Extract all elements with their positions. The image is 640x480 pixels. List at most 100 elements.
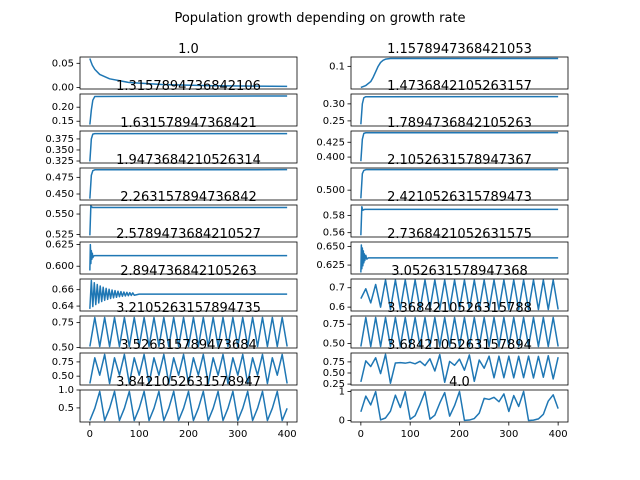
axes-frame: [350, 278, 569, 312]
subplot-title: 2.1052631578947367: [387, 153, 532, 168]
axes-frame: [79, 130, 298, 164]
figure-title: Population growth depending on growth ra…: [174, 11, 465, 26]
data-line: [360, 168, 559, 199]
subplot-title: 1.631578947368421: [120, 116, 256, 131]
data-line: [360, 205, 559, 236]
y-tick-label: 0.25: [323, 116, 345, 127]
x-tick-label: 200: [450, 429, 469, 440]
y-tick-label: 0.425: [316, 137, 345, 148]
y-tick-label: 0.30: [323, 99, 345, 110]
data-line: [89, 390, 288, 422]
data-line: [89, 205, 288, 236]
subplot-title: 2.894736842105263: [120, 264, 256, 279]
y-tick-label: 0.50: [323, 338, 345, 349]
x-tick-label: 300: [499, 429, 518, 440]
subplot-title: 3.526315789473684: [120, 338, 256, 353]
subplot-title: 4.0: [449, 375, 470, 390]
subplot-title: 2.263157894736842: [120, 190, 256, 205]
y-tick-label: 0.350: [45, 145, 74, 156]
axes-frame: [350, 167, 569, 201]
subplot-title: 3.052631578947368: [391, 264, 527, 279]
y-tick-label: 0.50: [323, 368, 345, 379]
subplot-title: 1.9473684210526314: [116, 153, 261, 168]
y-tick-label: 0.6: [329, 302, 345, 313]
y-tick-label: 0.05: [52, 58, 74, 69]
axes-frame: [350, 56, 569, 90]
axes-frame: [79, 241, 298, 275]
axes-frame: [79, 93, 298, 127]
y-tick-label: 0.475: [45, 172, 74, 183]
axes-frame: [350, 315, 569, 349]
subplot-title: 2.4210526315789473: [387, 190, 532, 205]
subplot-title: 1.3157894736842106: [116, 79, 261, 94]
data-line: [360, 244, 559, 273]
data-line: [360, 279, 559, 311]
y-tick-label: 0.66: [52, 285, 74, 296]
subplot-title: 1.0: [178, 42, 199, 57]
data-line: [89, 243, 288, 271]
y-tick-label: 0.625: [316, 260, 345, 271]
subplot-title: 3.6842105263157894: [387, 338, 532, 353]
axes-frame: [350, 241, 569, 275]
axes-frame: [350, 130, 569, 164]
y-tick-label: 1.0: [58, 385, 74, 396]
y-tick-label: 0.500: [316, 185, 345, 196]
data-line: [360, 131, 559, 162]
data-line: [89, 279, 288, 309]
data-line: [360, 95, 559, 125]
y-tick-label: 0.325: [45, 156, 74, 167]
x-tick-label: 0: [87, 429, 93, 440]
axes-frame: [350, 93, 569, 127]
y-tick-label: 0.7: [329, 283, 345, 294]
y-tick-label: 0.400: [316, 152, 345, 163]
y-tick-label: 0.75: [323, 319, 345, 330]
y-tick-label: 0.450: [45, 189, 74, 200]
y-tick-label: 0.58: [323, 210, 345, 221]
axes-frame: [79, 278, 298, 312]
data-line: [89, 132, 288, 162]
data-line: [89, 58, 288, 88]
x-tick-label: 200: [179, 429, 198, 440]
y-tick-label: 0: [339, 416, 345, 427]
data-line: [89, 95, 288, 125]
data-line: [360, 316, 559, 348]
x-tick-label: 400: [549, 429, 568, 440]
data-line: [89, 353, 288, 385]
y-tick-label: 0.75: [52, 318, 74, 329]
y-tick-label: 0.600: [45, 261, 74, 272]
x-tick-label: 300: [228, 429, 247, 440]
x-tick-label: 100: [401, 429, 420, 440]
data-line: [360, 390, 559, 422]
subplot-title: 1.7894736842105263: [387, 116, 532, 131]
y-tick-label: 0.15: [52, 116, 74, 127]
axes-frame: [350, 352, 569, 386]
axes-frame: [79, 315, 298, 349]
y-tick-label: 0.375: [45, 134, 74, 145]
y-tick-label: 0.75: [52, 357, 74, 368]
subplot-title: 3.8421052631578947: [116, 375, 261, 390]
subplot-title: 2.5789473684210527: [116, 227, 261, 242]
y-tick-label: 0.525: [45, 230, 74, 241]
subplot-title: 3.2105263157894735: [116, 301, 261, 316]
data-line: [360, 353, 559, 384]
x-tick-label: 400: [278, 429, 297, 440]
x-tick-label: 100: [130, 429, 149, 440]
y-tick-label: 0.550: [45, 209, 74, 220]
data-line: [89, 168, 288, 199]
y-tick-label: 0.25: [323, 379, 345, 390]
axes-frame: [79, 56, 298, 90]
data-line: [360, 57, 559, 89]
y-tick-label: 0.75: [323, 357, 345, 368]
subplot-title: 1.1578947368421053: [387, 42, 532, 57]
y-tick-label: 0.1: [329, 61, 345, 72]
subplot-title: 3.3684210526315788: [387, 301, 532, 316]
y-tick-label: 0.50: [52, 342, 74, 353]
axes-frame: [79, 167, 298, 201]
axes-frame: [79, 352, 298, 386]
axes-frame: [350, 204, 569, 238]
y-tick-label: 0.650: [316, 241, 345, 252]
y-tick-label: 0.56: [323, 228, 345, 239]
